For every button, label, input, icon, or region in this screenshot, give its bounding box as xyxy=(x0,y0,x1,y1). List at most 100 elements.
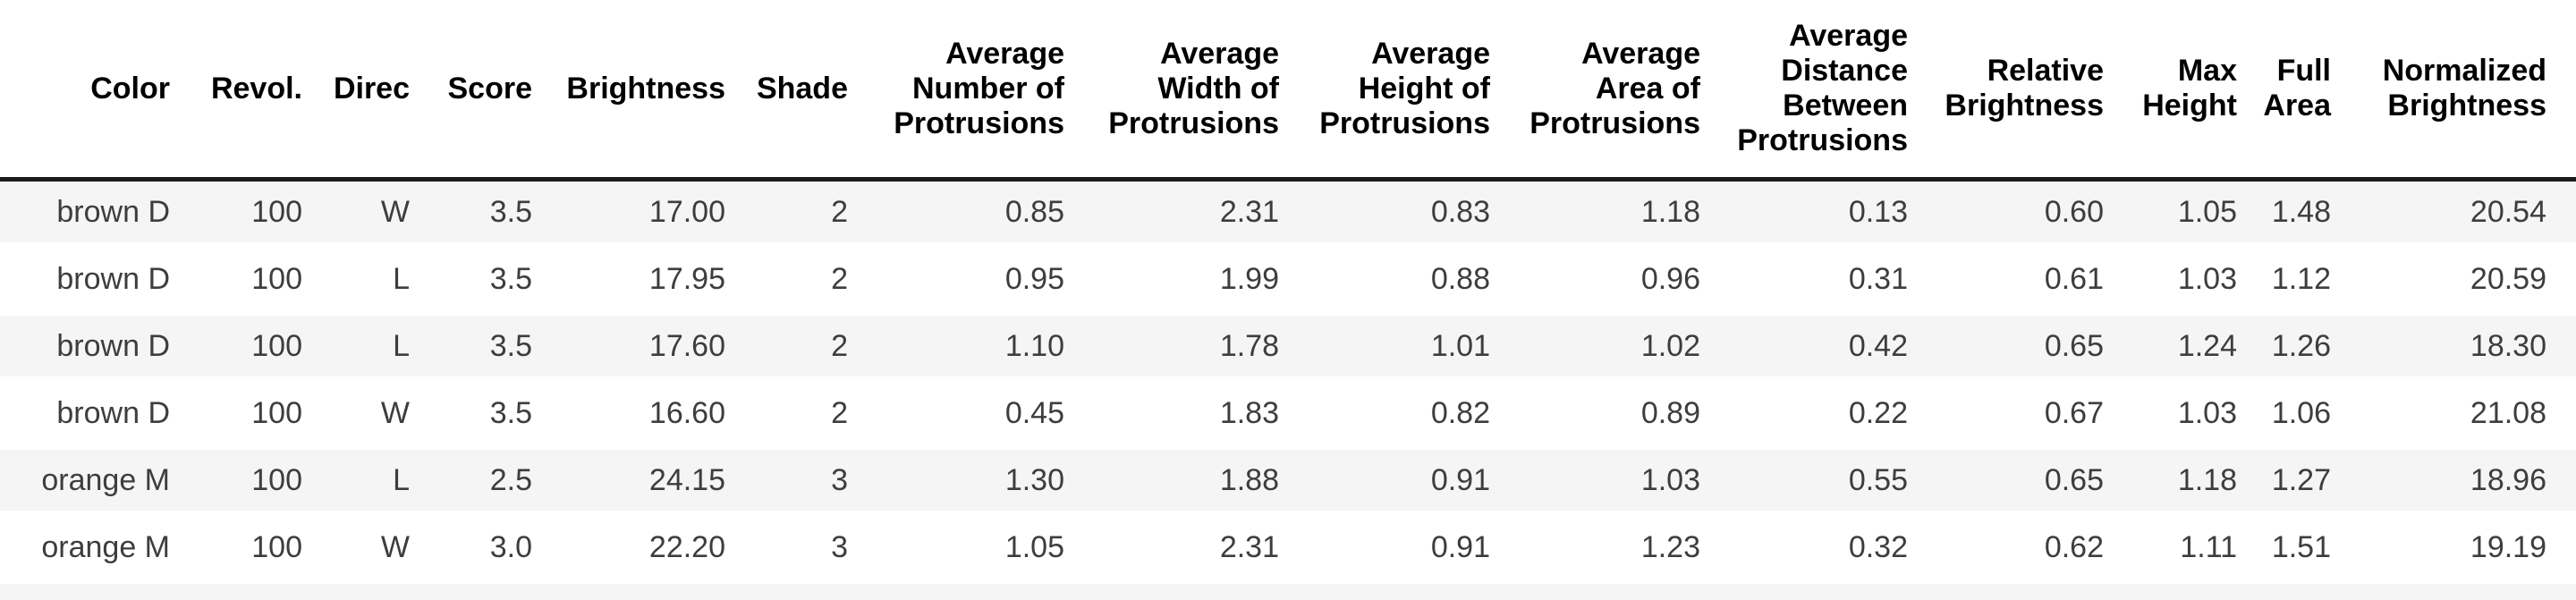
table-cell: 1.27 xyxy=(2255,446,2349,517)
data-table: Color Revol. Direc Score Brightness Shade Aver… xyxy=(0,0,2576,584)
table-cell: 0.62 xyxy=(1926,513,2122,584)
column-header-average-distance-between-protrusions: Average Distance Between Protrusions xyxy=(1718,0,1926,182)
table-cell: 1.30 xyxy=(866,446,1082,517)
table-cell: 1.11 xyxy=(2122,513,2255,584)
table-cell: 17.95 xyxy=(550,245,743,316)
table-cell: 100 xyxy=(188,379,320,450)
column-header-max-height: Max Height xyxy=(2122,0,2255,182)
table-cell: 1.05 xyxy=(2122,179,2255,249)
table-cell: L xyxy=(320,446,428,517)
table-cell: 0.88 xyxy=(1297,245,1508,316)
table-cell: 0.42 xyxy=(1718,312,1926,383)
table-cell: 1.83 xyxy=(1082,379,1297,450)
table-cell: 0.31 xyxy=(1718,245,1926,316)
table-cell: 1.88 xyxy=(1082,446,1297,517)
table-row: brown D 100 L 3.5 17.95 2 0.95 1.99 0.88 0.96 0.31… xyxy=(0,245,2576,316)
table-cell: 1.99 xyxy=(1082,245,1297,316)
table-cell: brown D xyxy=(0,379,188,450)
table-cell: 0.60 xyxy=(1926,179,2122,249)
table-cell: 0.45 xyxy=(866,379,1082,450)
table-cell: 21.08 xyxy=(2349,379,2576,450)
table-cell: 3.5 xyxy=(428,379,550,450)
table-cell: L xyxy=(320,245,428,316)
table-cell: 20.59 xyxy=(2349,245,2576,316)
table-row: brown D 100 W 3.5 16.60 2 0.45 1.83 0.82 0.89 0.22… xyxy=(0,379,2576,450)
table-cell: 20.54 xyxy=(2349,179,2576,249)
table-cell: 17.00 xyxy=(550,179,743,249)
table-cell: orange M xyxy=(0,513,188,584)
table-cell: 100 xyxy=(188,513,320,584)
table-cell: 1.03 xyxy=(2122,379,2255,450)
table-row: brown D 100 W 3.5 17.00 2 0.85 2.31 0.83 1.18 0.13… xyxy=(0,179,2576,249)
table-row: brown D 100 L 3.5 17.60 2 1.10 1.78 1.01 1.02 0.42… xyxy=(0,312,2576,383)
table-cell: 1.02 xyxy=(1508,312,1718,383)
table-cell: 1.01 xyxy=(1297,312,1508,383)
table-cell: brown D xyxy=(0,245,188,316)
table-cell: brown D xyxy=(0,179,188,249)
column-header-shade: Shade xyxy=(743,0,866,182)
table-cell: 2 xyxy=(743,245,866,316)
table-cell: 3.0 xyxy=(428,513,550,584)
table-cell: 1.18 xyxy=(1508,179,1718,249)
column-header-average-number-of-protrusions: Average Number of Protrusions xyxy=(866,0,1082,182)
table-cell: 0.13 xyxy=(1718,179,1926,249)
table-cell: W xyxy=(320,513,428,584)
table-cell: 0.61 xyxy=(1926,245,2122,316)
table-cell: 1.03 xyxy=(1508,446,1718,517)
table-row: orange M 100 L 2.5 24.15 3 1.30 1.88 0.91 1.03 0.5… xyxy=(0,446,2576,517)
table-cell: 100 xyxy=(188,312,320,383)
table-cell: 16.60 xyxy=(550,379,743,450)
table-cell: 1.03 xyxy=(2122,245,2255,316)
table-cell: 1.18 xyxy=(2122,446,2255,517)
column-header-relative-brightness: Relative Brightness xyxy=(1926,0,2122,182)
table-cell: 18.96 xyxy=(2349,446,2576,517)
table-cell: 1.12 xyxy=(2255,245,2349,316)
table-cell: L xyxy=(320,312,428,383)
table-cell: 100 xyxy=(188,179,320,249)
table-cell: W xyxy=(320,379,428,450)
table-cell: 0.55 xyxy=(1718,446,1926,517)
table-cell: 17.60 xyxy=(550,312,743,383)
table-cell: 1.78 xyxy=(1082,312,1297,383)
table-cell: 0.82 xyxy=(1297,379,1508,450)
table-cell: 0.32 xyxy=(1718,513,1926,584)
table-cell: 1.51 xyxy=(2255,513,2349,584)
table-cell: 1.05 xyxy=(866,513,1082,584)
table-cell: 3.5 xyxy=(428,179,550,249)
table-cell: 0.85 xyxy=(866,179,1082,249)
table-cell: 0.67 xyxy=(1926,379,2122,450)
table-cell: 100 xyxy=(188,245,320,316)
table-cell: 1.24 xyxy=(2122,312,2255,383)
table-cell: orange M xyxy=(0,446,188,517)
table-cell: 3.5 xyxy=(428,312,550,383)
column-header-color: Color xyxy=(0,0,188,182)
table-cell: W xyxy=(320,179,428,249)
table-cell: 1.26 xyxy=(2255,312,2349,383)
table-header-row: Color Revol. Direc Score Brightness Shade Aver… xyxy=(0,0,2576,182)
table-cell: 2 xyxy=(743,179,866,249)
table-cell: 1.06 xyxy=(2255,379,2349,450)
table-cell: 18.30 xyxy=(2349,312,2576,383)
table-cell: 1.23 xyxy=(1508,513,1718,584)
table-cell: 2 xyxy=(743,379,866,450)
column-header-average-width-of-protrusions: Average Width of Protrusions xyxy=(1082,0,1297,182)
column-header-score: Score xyxy=(428,0,550,182)
table-cell: 19.19 xyxy=(2349,513,2576,584)
table-cell: 24.15 xyxy=(550,446,743,517)
table-cell: 100 xyxy=(188,446,320,517)
column-header-normalized-brightness: Normalized Brightness xyxy=(2349,0,2576,182)
table-cell: 2 xyxy=(743,312,866,383)
table-cell: 0.89 xyxy=(1508,379,1718,450)
column-header-direc: Direc xyxy=(320,0,428,182)
table-cell: 2.31 xyxy=(1082,513,1297,584)
column-header-revol: Revol. xyxy=(188,0,320,182)
column-header-brightness: Brightness xyxy=(550,0,743,182)
table-cell: 1.48 xyxy=(2255,179,2349,249)
table-cell: 3 xyxy=(743,513,866,584)
table-cell: 0.96 xyxy=(1508,245,1718,316)
column-header-average-height-of-protrusions: Average Height of Protrusions xyxy=(1297,0,1508,182)
table-cell: 2.31 xyxy=(1082,179,1297,249)
table-cell: 2.5 xyxy=(428,446,550,517)
table-cell: 3.5 xyxy=(428,245,550,316)
